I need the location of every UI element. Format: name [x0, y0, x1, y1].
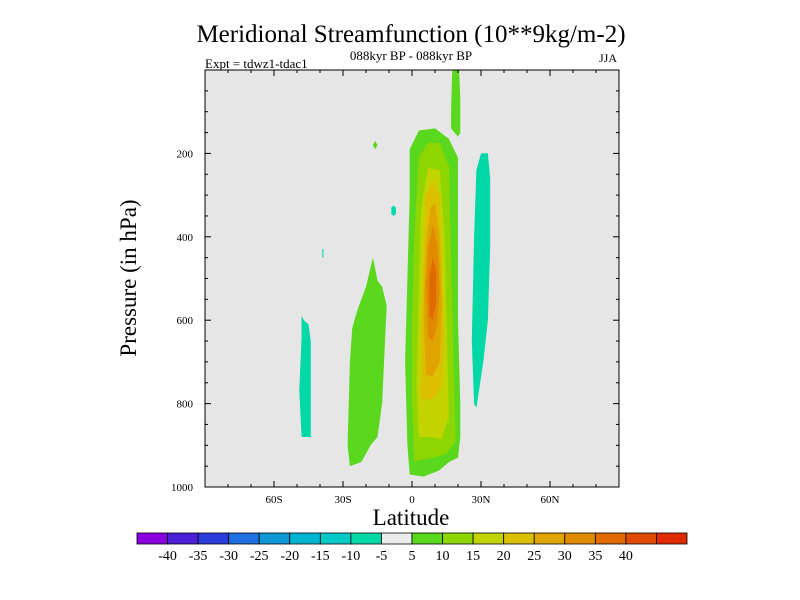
- colorbar-swatch: [411, 532, 443, 545]
- colorbar-label: 5: [409, 549, 416, 564]
- x-axis-label: Latitude: [373, 505, 450, 530]
- colorbar-label: -5: [376, 549, 388, 564]
- colorbar-label: 20: [497, 549, 511, 564]
- colorbar-label: 25: [527, 549, 541, 564]
- plot-frame: [204, 69, 620, 488]
- colorbar-label: -30: [219, 549, 238, 564]
- contour-region-blob-b: [391, 205, 396, 216]
- colorbar-swatch: [167, 532, 199, 545]
- colorbar-swatch: [136, 532, 168, 545]
- colorbar-label: -40: [158, 549, 177, 564]
- colorbar-label: -15: [311, 549, 330, 564]
- y-tick-label: 600: [177, 315, 194, 327]
- x-tick-label: 0: [409, 494, 415, 506]
- colorbar-label: -25: [250, 549, 269, 564]
- x-tick-label: 30N: [472, 494, 491, 506]
- contour-region-main-35: [429, 257, 437, 321]
- colorbar-swatch: [442, 532, 474, 545]
- plot-area: [204, 69, 620, 488]
- x-tick-label: 60N: [541, 494, 560, 506]
- colorbar-swatch: [656, 532, 688, 545]
- y-tick-label: 400: [177, 232, 194, 244]
- y-tick-label: 800: [177, 399, 194, 411]
- colorbar-swatch: [319, 532, 352, 545]
- colorbar-labels: -40 -35 -30 -25 -20 -15 -10 -5 5 10 15 20 25 30 35 40: [158, 549, 633, 564]
- experiment-label: Expt = tdwz1-tdac1: [205, 56, 308, 71]
- x-tick-label: 60S: [265, 494, 282, 506]
- x-tick-labels: 60S 30S 0 30N 60N: [265, 494, 559, 506]
- colorbar-swatch: [258, 532, 291, 545]
- contour-region-sh-cell-5: [347, 257, 387, 467]
- colorbar-swatch: [625, 532, 657, 545]
- colorbar-swatch: [381, 532, 413, 545]
- contour-regions: [299, 70, 491, 477]
- colorbar-label: 30: [558, 549, 572, 564]
- colorbar-label: -20: [280, 549, 299, 564]
- colorbar-swatch: [228, 532, 260, 545]
- colorbar-label: 40: [619, 549, 633, 564]
- colorbar: [136, 532, 688, 545]
- y-tick-labels: 200 400 600 800 1000: [171, 148, 194, 494]
- colorbar-swatch: [289, 532, 321, 545]
- colorbar-label: 15: [466, 549, 480, 564]
- y-tick-label: 200: [177, 148, 194, 160]
- contour-region-sh-far-neg5: [299, 316, 311, 437]
- colorbar-swatch: [472, 532, 505, 545]
- colorbar-swatch: [533, 532, 566, 545]
- contour-region-blob-c: [322, 249, 324, 258]
- colorbar-swatch: [564, 532, 596, 545]
- colorbar-label: -10: [342, 549, 361, 564]
- contour-region-nh-jet-5: [451, 70, 461, 137]
- y-tick-label: 1000: [171, 482, 194, 494]
- y-axis-label: Pressure (in hPa): [116, 199, 141, 356]
- contour-region-nh-cell-neg5: [471, 153, 491, 408]
- colorbar-swatch: [503, 532, 535, 545]
- chart-subtitle: 088kyr BP - 088kyr BP: [350, 48, 472, 63]
- contour-region-blob-a: [372, 140, 378, 150]
- colorbar-swatch: [594, 532, 627, 545]
- colorbar-swatch: [350, 532, 382, 545]
- colorbar-swatch: [197, 532, 230, 545]
- chart-title: Meridional Streamfunction (10**9kg/m-2): [196, 21, 625, 48]
- x-tick-label: 30S: [334, 494, 351, 506]
- colorbar-label: -35: [189, 549, 208, 564]
- colorbar-label: 10: [436, 549, 450, 564]
- colorbar-label: 35: [588, 549, 602, 564]
- season-label: JJA: [599, 51, 617, 65]
